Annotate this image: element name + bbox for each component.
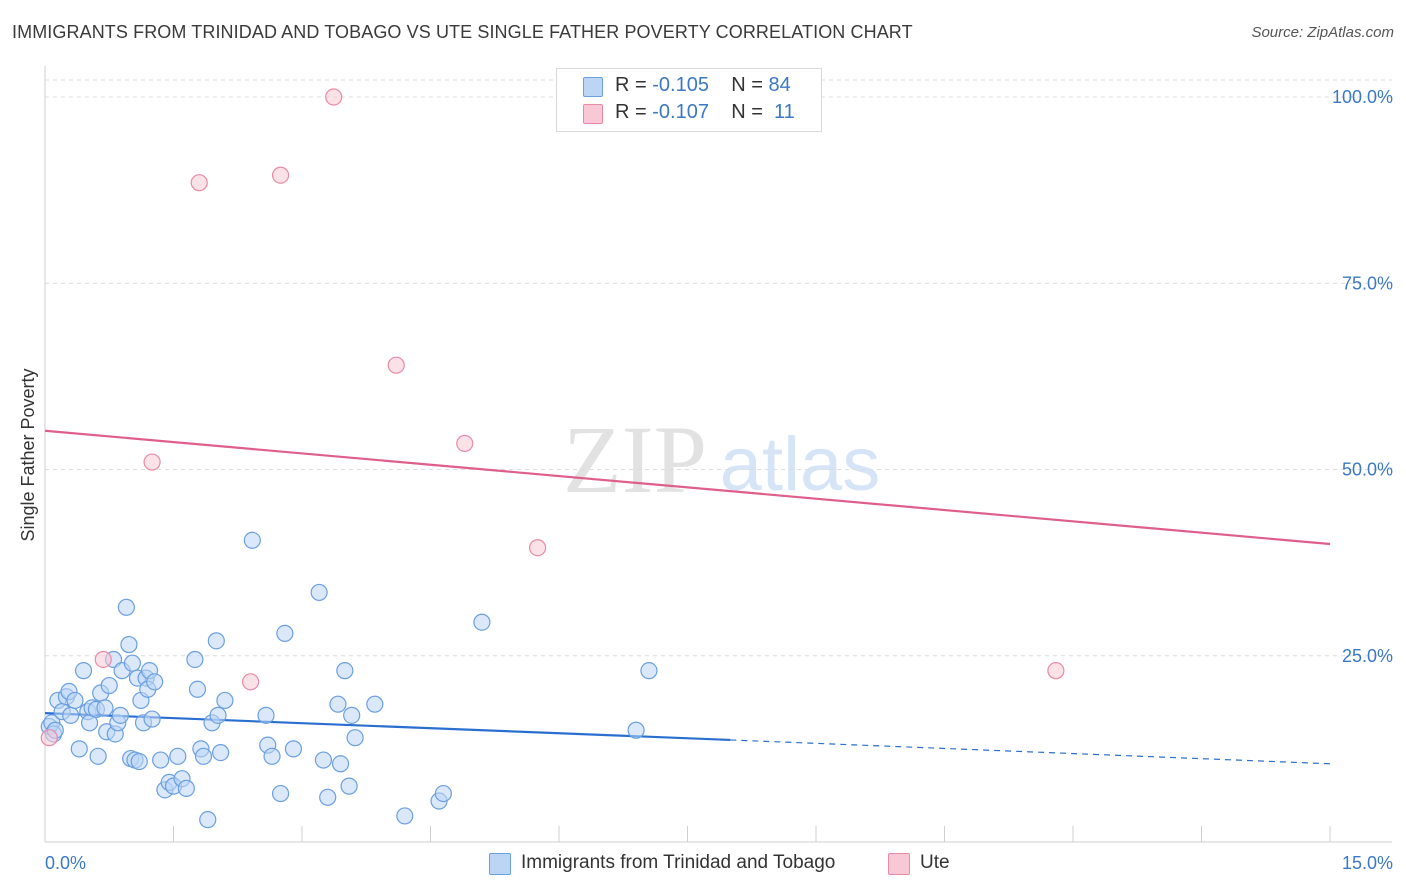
point-immigrants bbox=[209, 706, 227, 724]
point-immigrants bbox=[96, 699, 114, 717]
point-immigrants bbox=[120, 635, 138, 654]
point-ute bbox=[94, 650, 112, 669]
watermark-zip: ZIP bbox=[563, 406, 707, 513]
point-ute bbox=[528, 539, 547, 557]
y-tick-label: 100.0% bbox=[1332, 87, 1393, 107]
point-ute bbox=[456, 434, 474, 453]
point-ute bbox=[143, 453, 161, 471]
point-immigrants bbox=[343, 706, 361, 724]
y-tick-label: 75.0% bbox=[1342, 273, 1393, 293]
legend-text: R = -0.107 N = 11 bbox=[615, 101, 795, 123]
y-tick-label: 50.0% bbox=[1342, 460, 1393, 480]
point-immigrants bbox=[100, 676, 118, 695]
legend-text: R = -0.105 N = 84 bbox=[615, 74, 791, 96]
point-ute bbox=[271, 166, 290, 184]
point-immigrants bbox=[89, 747, 107, 765]
point-immigrants bbox=[143, 710, 161, 728]
point-immigrants bbox=[627, 721, 645, 739]
point-immigrants bbox=[310, 583, 328, 602]
point-immigrants bbox=[473, 613, 491, 631]
point-immigrants bbox=[284, 740, 303, 758]
point-immigrants bbox=[366, 695, 384, 713]
point-ute bbox=[190, 174, 208, 192]
point-immigrants bbox=[263, 747, 281, 765]
point-ute bbox=[242, 673, 260, 691]
point-immigrants bbox=[314, 751, 333, 769]
legend: R = -0.105 N = 84 R = -0.107 N = 11 bbox=[556, 68, 822, 132]
point-immigrants bbox=[117, 598, 135, 616]
point-immigrants bbox=[243, 531, 261, 549]
point-immigrants bbox=[336, 662, 354, 680]
point-immigrants bbox=[146, 673, 164, 691]
point-immigrants bbox=[130, 752, 148, 771]
gridlines bbox=[45, 79, 1392, 657]
point-immigrants bbox=[186, 650, 204, 669]
trend-line-ute bbox=[44, 429, 1331, 546]
point-immigrants bbox=[319, 788, 337, 806]
y-tick-label: 25.0% bbox=[1342, 646, 1393, 666]
point-immigrants bbox=[62, 706, 80, 724]
point-immigrants bbox=[188, 680, 207, 698]
point-immigrants bbox=[194, 747, 213, 765]
point-immigrants bbox=[123, 654, 141, 672]
axes bbox=[44, 66, 1392, 843]
point-immigrants bbox=[640, 662, 658, 680]
tick-labels: 100.0% 75.0% 50.0% 25.0% 0.0% 15.0% bbox=[45, 87, 1393, 873]
point-immigrants bbox=[74, 662, 93, 680]
bottom-legend-swatch-pink bbox=[888, 853, 910, 875]
point-immigrants bbox=[340, 777, 358, 795]
y-axis-label: Single Father Poverty bbox=[18, 368, 38, 541]
point-ute bbox=[325, 88, 343, 106]
point-immigrants bbox=[177, 779, 195, 797]
point-immigrants bbox=[207, 632, 225, 650]
chart-title: IMMIGRANTS FROM TRINIDAD AND TOBAGO VS U… bbox=[12, 22, 913, 42]
data-points bbox=[40, 88, 1065, 829]
point-immigrants bbox=[111, 706, 129, 724]
point-immigrants bbox=[346, 729, 364, 747]
watermark-atlas: atlas bbox=[720, 422, 881, 507]
point-immigrants bbox=[66, 691, 84, 710]
point-ute bbox=[40, 729, 58, 747]
point-immigrants bbox=[331, 755, 350, 773]
point-immigrants bbox=[152, 751, 170, 769]
x-tick-label: 0.0% bbox=[45, 853, 86, 873]
bottom-legend-label: Immigrants from Trinidad and Tobago bbox=[521, 852, 836, 873]
point-immigrants bbox=[216, 691, 234, 710]
point-immigrants bbox=[70, 740, 88, 758]
legend-swatch-pink bbox=[583, 104, 603, 124]
bottom-legend-label: Ute bbox=[920, 852, 950, 873]
bottom-legend-swatch-blue bbox=[489, 853, 511, 875]
watermark: ZIP atlas bbox=[563, 406, 880, 513]
point-immigrants bbox=[199, 811, 217, 829]
x-tick-label: 15.0% bbox=[1342, 853, 1393, 873]
point-immigrants bbox=[257, 706, 275, 724]
point-immigrants bbox=[329, 695, 347, 713]
point-ute bbox=[387, 356, 405, 374]
point-immigrants bbox=[271, 784, 290, 803]
point-immigrants bbox=[212, 743, 230, 762]
point-ute bbox=[1047, 662, 1065, 680]
legend-swatch-blue bbox=[583, 77, 603, 97]
point-immigrants bbox=[396, 807, 414, 825]
point-immigrants bbox=[169, 747, 187, 765]
point-immigrants bbox=[434, 784, 452, 803]
point-immigrants bbox=[276, 624, 294, 643]
trend-line-immigrants-extrapolated bbox=[730, 739, 1331, 765]
source-label: Source: ZipAtlas.com bbox=[1251, 24, 1394, 41]
